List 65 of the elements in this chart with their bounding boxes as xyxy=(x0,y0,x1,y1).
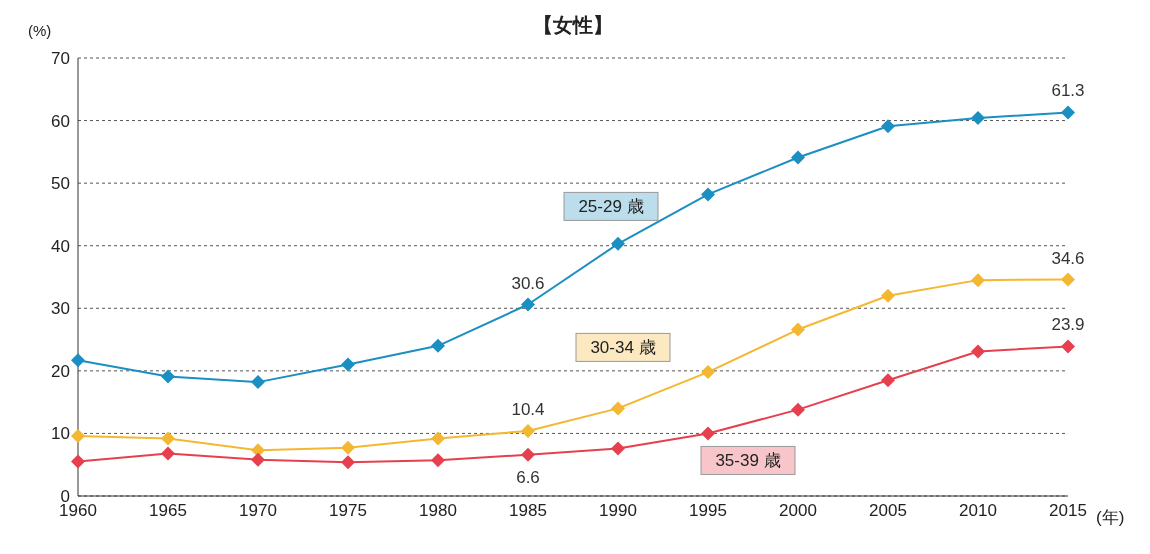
point xyxy=(1061,339,1075,354)
y-tick-label: 70 xyxy=(51,49,70,69)
point xyxy=(341,440,355,455)
y-tick-label: 30 xyxy=(51,299,70,319)
y-tick-label: 40 xyxy=(51,236,70,256)
point xyxy=(521,423,535,438)
point xyxy=(341,357,355,372)
point xyxy=(71,454,85,469)
point xyxy=(881,119,895,134)
point xyxy=(251,452,265,467)
point xyxy=(431,431,445,446)
x-tick-label: 2015 xyxy=(1049,501,1087,521)
x-tick-label: 2000 xyxy=(779,501,817,521)
data-label: 10.4 xyxy=(511,399,545,419)
point xyxy=(971,273,985,288)
point xyxy=(521,297,535,312)
y-tick-label: 20 xyxy=(51,361,70,381)
point xyxy=(431,338,445,353)
point xyxy=(971,344,985,359)
data-label: 61.3 xyxy=(1051,81,1085,101)
point xyxy=(701,187,715,202)
point xyxy=(611,401,625,416)
y-tick-label: 50 xyxy=(51,174,70,194)
point xyxy=(791,322,805,337)
data-label: 34.6 xyxy=(1051,248,1085,268)
data-label: 6.6 xyxy=(516,467,540,487)
point xyxy=(701,365,715,380)
chart-title: 【女性】 xyxy=(533,14,613,36)
point xyxy=(791,402,805,417)
data-label: 23.9 xyxy=(1051,315,1085,335)
series-label: 35-39 歳 xyxy=(715,451,781,471)
point xyxy=(161,431,175,446)
y-tick-label: 10 xyxy=(51,424,70,444)
x-tick-label: 1990 xyxy=(599,501,637,521)
x-tick-label: 2010 xyxy=(959,501,997,521)
point xyxy=(161,369,175,384)
point xyxy=(1061,272,1075,287)
point xyxy=(341,455,355,470)
x-tick-label: 2005 xyxy=(869,501,907,521)
point xyxy=(611,441,625,456)
x-tick-label: 1985 xyxy=(509,501,547,521)
point xyxy=(701,426,715,441)
y-tick-label: 60 xyxy=(51,111,70,131)
point xyxy=(71,353,85,368)
point xyxy=(521,447,535,462)
point xyxy=(611,236,625,251)
point xyxy=(881,373,895,388)
point xyxy=(161,446,175,461)
point xyxy=(791,150,805,165)
y-axis-title: (%) xyxy=(28,22,52,39)
x-tick-label: 1980 xyxy=(419,501,457,521)
point xyxy=(971,111,985,126)
x-tick-label: 1965 xyxy=(149,501,187,521)
point xyxy=(71,428,85,443)
x-tick-label: 1995 xyxy=(689,501,727,521)
x-tick-label: 1975 xyxy=(329,501,367,521)
point xyxy=(431,453,445,468)
data-label: 30.6 xyxy=(511,273,545,293)
x-axis-title: (年) xyxy=(1096,507,1125,529)
series-label: 30-34 歳 xyxy=(590,338,656,358)
series-label: 25-29 歳 xyxy=(578,197,644,217)
point xyxy=(251,375,265,390)
point xyxy=(881,288,895,303)
point xyxy=(1061,105,1075,120)
x-tick-label: 1970 xyxy=(239,501,277,521)
